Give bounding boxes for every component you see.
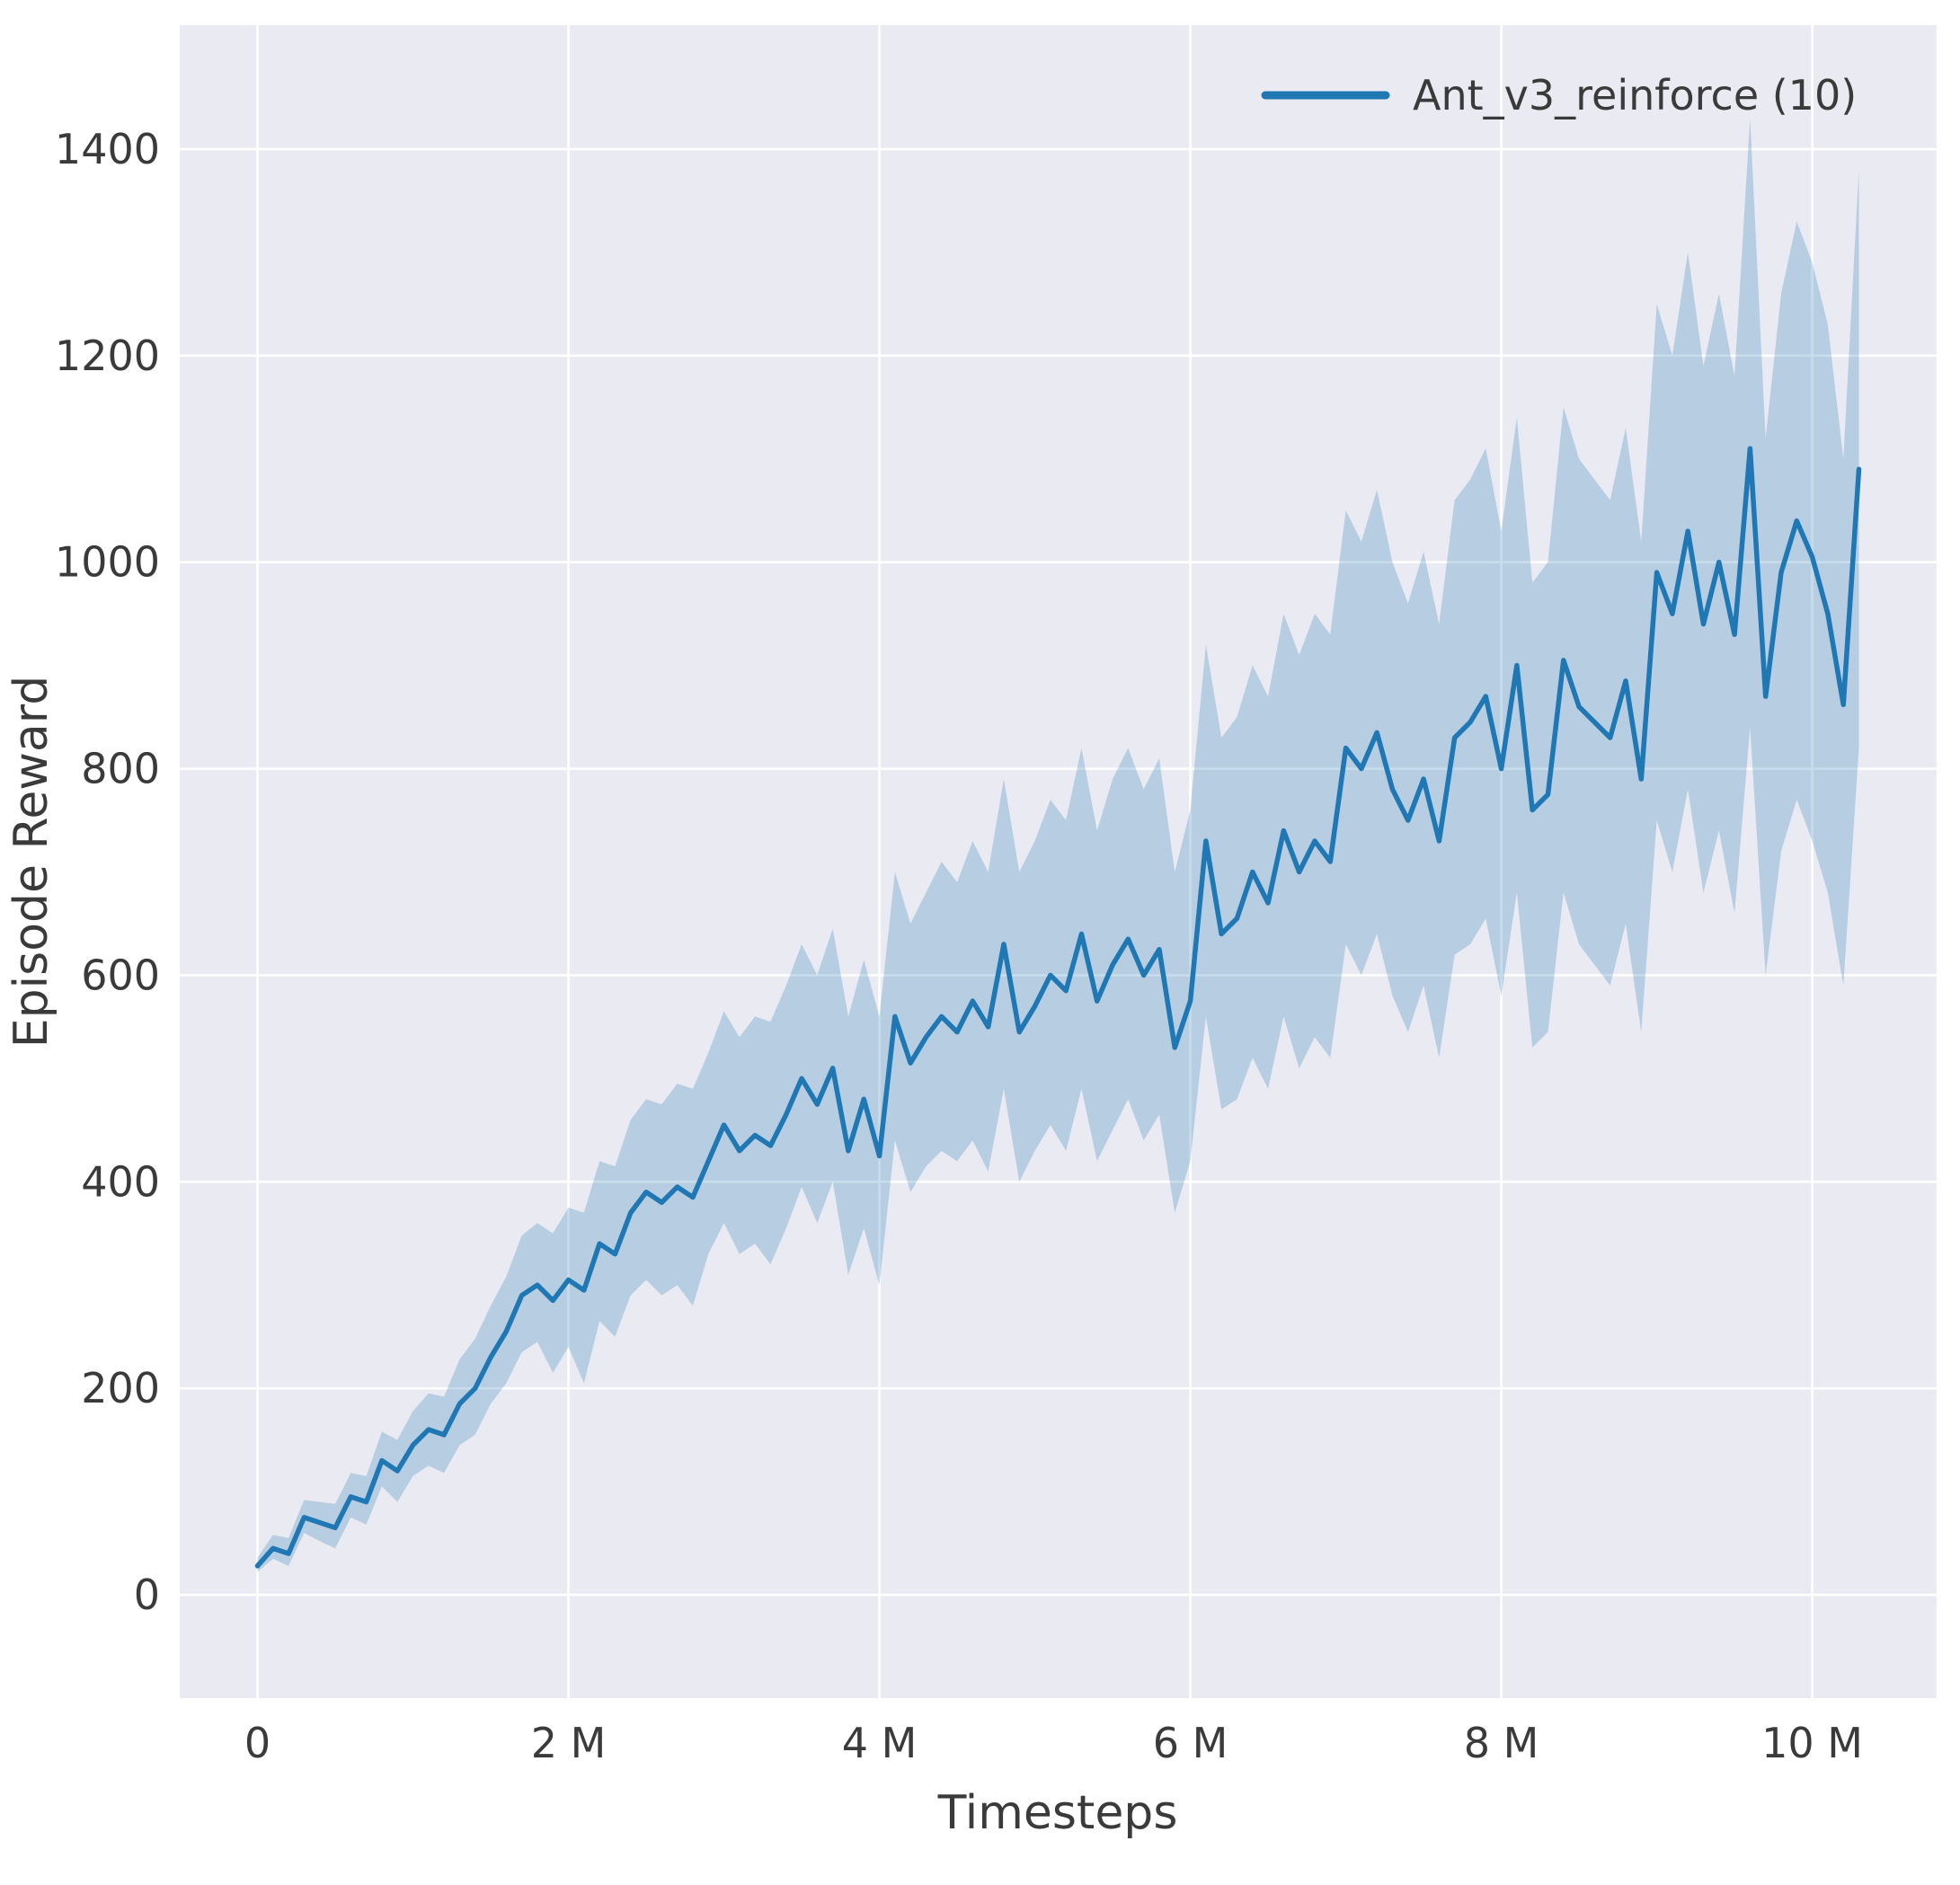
y-tick-label: 600 [81, 951, 160, 999]
x-tick-label: 0 [244, 1719, 270, 1767]
y-tick-label: 1200 [55, 332, 160, 380]
x-tick-label: 8 M [1464, 1719, 1539, 1767]
y-axis-label: Episode Reward [4, 676, 58, 1048]
y-tick-label: 400 [81, 1157, 160, 1206]
y-tick-label: 1000 [55, 538, 160, 587]
y-tick-label: 200 [81, 1364, 160, 1412]
legend: Ant_v3_reinforce (10) [1261, 71, 1857, 119]
x-tick-label: 2 M [531, 1719, 607, 1767]
series-line [254, 446, 1862, 1569]
x-tick-label: 6 M [1153, 1719, 1228, 1767]
x-axis-label: Timesteps [937, 1786, 1178, 1840]
x-tick-label: 4 M [842, 1719, 918, 1767]
plot-area [180, 25, 1937, 1698]
y-tick-label: 800 [81, 745, 160, 793]
y-tick-label: 0 [134, 1571, 160, 1619]
y-tick-label: 1400 [55, 125, 160, 173]
x-tick-label: 10 M [1761, 1719, 1863, 1767]
tick-layer: 0 2 M 4 M 6 M 8 M 10 M 0 200 400 600 800 1000 1200 14… [55, 125, 1863, 1767]
confidence-band [257, 118, 1859, 1572]
data-layer [254, 118, 1862, 1572]
legend-label: Ant_v3_reinforce (10) [1413, 71, 1857, 119]
